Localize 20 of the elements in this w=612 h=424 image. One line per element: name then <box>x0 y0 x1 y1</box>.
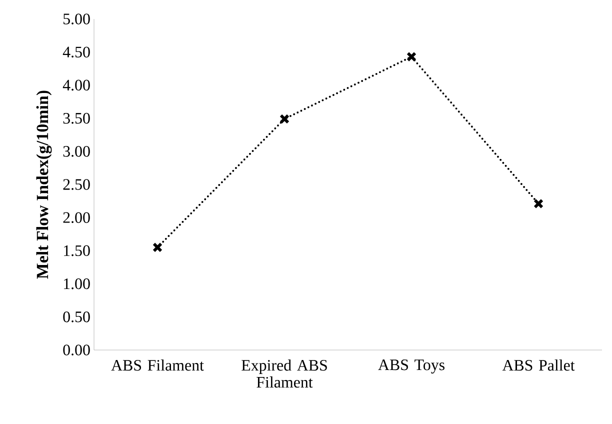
y-tick-label: 3.50 <box>63 112 90 124</box>
x-tick-label: ABS Filament <box>111 359 204 371</box>
point <box>279 114 290 124</box>
x-tick-label: ABS Toys <box>378 360 444 374</box>
y-tick-label: 1.50 <box>64 245 90 256</box>
y-tick-label: 0.50 <box>63 311 90 322</box>
x-tick-label: ABS Pallet <box>502 359 575 371</box>
y-tick-label: 2.00 <box>63 212 90 224</box>
y-axis-title: Melt Flow Index(g/10min) <box>36 90 52 279</box>
y-tick-label: 4.00 <box>62 80 90 91</box>
point <box>533 198 544 209</box>
y-tick-label: 1.00 <box>64 278 90 290</box>
y-tick-label: 5.00 <box>64 14 90 24</box>
y-tick-label: 3.00 <box>63 146 90 157</box>
point <box>152 242 163 252</box>
x-tick-label: Expired ABS Filament <box>242 359 327 388</box>
y-tick-label: 4.50 <box>62 46 90 58</box>
point <box>406 52 417 62</box>
y-tick-label: 2.50 <box>63 179 90 190</box>
y-tick-label: 0.00 <box>63 344 90 356</box>
